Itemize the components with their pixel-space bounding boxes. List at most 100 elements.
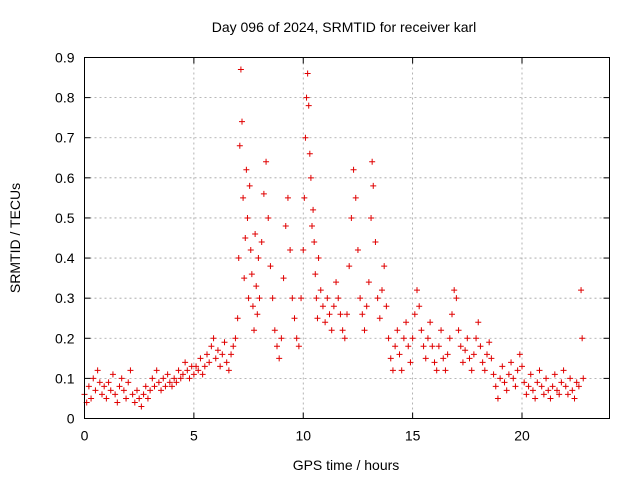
data-point-plus xyxy=(314,315,321,322)
data-point-plus xyxy=(263,158,270,165)
data-point-plus xyxy=(94,367,101,374)
data-point-plus xyxy=(162,383,169,390)
data-point-plus xyxy=(265,214,272,221)
data-point-plus xyxy=(444,351,451,358)
data-point-plus xyxy=(540,391,547,398)
data-point-plus xyxy=(348,214,355,221)
data-point-plus xyxy=(422,355,429,362)
data-point-plus xyxy=(306,150,313,157)
x-tick-label: 15 xyxy=(405,428,421,444)
data-point-plus xyxy=(556,391,563,398)
y-tick-label: 0.9 xyxy=(55,50,75,66)
data-point-plus xyxy=(160,375,167,382)
data-point-plus xyxy=(457,343,464,350)
data-point-plus xyxy=(368,214,375,221)
data-point-plus xyxy=(301,194,308,201)
data-point-plus xyxy=(244,214,251,221)
data-point-plus xyxy=(303,94,310,101)
data-point-plus xyxy=(435,343,442,350)
data-point-plus xyxy=(276,355,283,362)
data-point-plus xyxy=(449,311,455,318)
data-point-plus xyxy=(354,247,361,254)
data-point-plus xyxy=(195,367,202,374)
data-point-plus xyxy=(245,295,252,302)
data-point-plus xyxy=(473,335,480,342)
data-point-plus xyxy=(269,295,276,302)
data-point-plus xyxy=(212,355,219,362)
data-point-plus xyxy=(416,303,423,310)
data-point-plus xyxy=(579,335,586,342)
data-point-plus xyxy=(197,355,204,362)
y-tick-label: 0.3 xyxy=(55,290,75,306)
data-point-plus xyxy=(387,355,394,362)
grid-lines xyxy=(84,57,610,419)
y-tick-label: 0.8 xyxy=(55,90,75,106)
data-point-plus xyxy=(490,371,497,378)
data-point-plus xyxy=(140,391,147,398)
data-point-plus xyxy=(394,327,401,334)
data-point-plus xyxy=(558,379,565,386)
data-point-plus xyxy=(525,383,532,390)
data-point-plus xyxy=(153,367,160,374)
data-point-plus xyxy=(120,387,127,394)
data-point-plus xyxy=(468,367,475,374)
data-point-plus xyxy=(453,295,460,302)
data-point-plus xyxy=(255,255,262,262)
data-point-plus xyxy=(147,387,154,394)
data-point-plus xyxy=(374,295,381,302)
data-point-plus xyxy=(328,327,335,334)
data-point-plus xyxy=(403,319,410,326)
data-point-plus xyxy=(543,375,550,382)
data-point-plus xyxy=(199,371,206,378)
data-point-plus xyxy=(248,271,255,278)
data-point-plus xyxy=(242,235,249,241)
data-point-plus xyxy=(164,371,171,378)
data-point-plus xyxy=(85,383,92,390)
data-point-plus xyxy=(298,295,305,302)
data-point-plus xyxy=(501,379,508,386)
data-point-plus xyxy=(134,387,140,394)
data-point-plus xyxy=(324,295,331,302)
data-point-plus xyxy=(179,371,186,378)
x-axis-label: GPS time / hours xyxy=(293,457,400,473)
data-point-plus xyxy=(237,66,244,73)
data-point-plus xyxy=(505,371,512,378)
data-point-plus xyxy=(529,387,536,394)
data-point-plus xyxy=(317,287,324,294)
data-point-plus xyxy=(307,174,314,181)
data-point-plus xyxy=(204,351,210,358)
data-point-plus xyxy=(88,395,95,402)
data-point-plus xyxy=(385,335,392,342)
data-point-plus xyxy=(99,391,105,398)
data-point-plus xyxy=(228,351,235,358)
data-point-plus xyxy=(138,403,145,410)
data-point-plus xyxy=(206,359,213,366)
data-point-plus xyxy=(319,303,326,310)
data-point-plus xyxy=(235,255,242,262)
data-point-plus xyxy=(431,359,438,366)
data-point-plus xyxy=(389,367,396,374)
data-point-plus xyxy=(352,194,359,201)
data-point-plus xyxy=(459,359,466,366)
data-point-plus xyxy=(350,166,357,173)
data-point-plus xyxy=(142,383,149,390)
data-point-plus xyxy=(295,343,302,350)
data-point-plus xyxy=(182,359,189,366)
data-point-plus xyxy=(239,118,245,125)
data-point-plus xyxy=(251,327,258,334)
data-point-plus xyxy=(532,395,539,402)
data-point-plus xyxy=(575,383,582,390)
data-point-plus xyxy=(311,239,318,246)
data-point-plus xyxy=(103,395,110,402)
data-point-plus xyxy=(451,287,458,294)
data-point-plus xyxy=(310,206,317,213)
y-axis-label: SRMTID / TECUs xyxy=(7,183,23,293)
data-point-plus xyxy=(208,343,215,350)
data-point-plus xyxy=(512,383,519,390)
data-point-plus xyxy=(258,239,265,246)
data-point-plus xyxy=(274,343,280,350)
x-tick-label: 0 xyxy=(81,428,89,444)
data-point-plus xyxy=(309,222,315,229)
data-point-plus xyxy=(109,371,116,378)
